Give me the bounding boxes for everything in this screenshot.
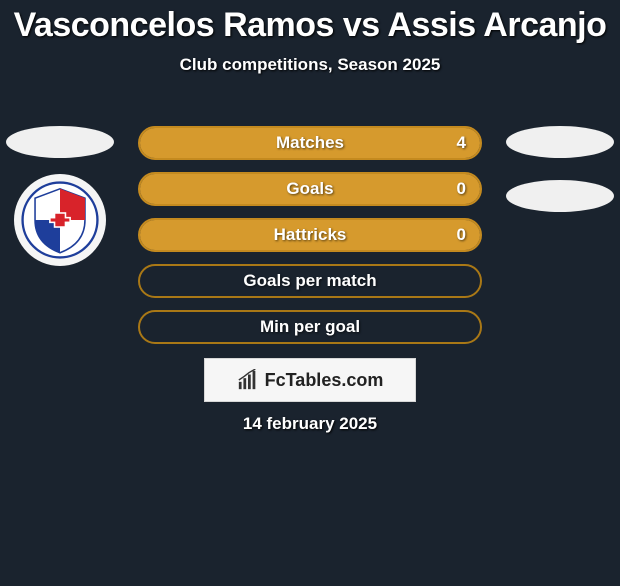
stat-bar: Goals 0 [138, 172, 482, 206]
stat-bar-value-right: 0 [457, 179, 466, 199]
right-player-column [506, 126, 614, 234]
comparison-subtitle: Club competitions, Season 2025 [0, 55, 620, 75]
stat-bar: Hattricks 0 [138, 218, 482, 252]
generated-date: 14 february 2025 [0, 414, 620, 434]
stat-bar-label: Goals per match [243, 271, 376, 291]
stat-bar: Goals per match [138, 264, 482, 298]
stat-bars-container: Matches 4 Goals 0 Hattricks 0 Goals per match M… [138, 126, 482, 356]
stat-bar-value-right: 0 [457, 225, 466, 245]
stat-bar-label: Matches [276, 133, 344, 153]
player1-club-badge [14, 174, 106, 266]
comparison-title: Vasconcelos Ramos vs Assis Arcanjo [0, 6, 620, 45]
stat-bar-label: Min per goal [260, 317, 360, 337]
stat-bar-value-right: 4 [457, 133, 466, 153]
stat-bar: Min per goal [138, 310, 482, 344]
player2-club-placeholder [506, 180, 614, 212]
brand-text: FcTables.com [265, 370, 384, 391]
brand-attribution: FcTables.com [204, 358, 416, 402]
stat-bar: Matches 4 [138, 126, 482, 160]
player2-photo-placeholder [506, 126, 614, 158]
left-player-column [6, 126, 114, 266]
player1-photo-placeholder [6, 126, 114, 158]
stats-icon [237, 369, 259, 391]
bahia-shield-icon [21, 181, 99, 259]
stat-bar-label: Hattricks [274, 225, 347, 245]
stat-bar-label: Goals [286, 179, 333, 199]
